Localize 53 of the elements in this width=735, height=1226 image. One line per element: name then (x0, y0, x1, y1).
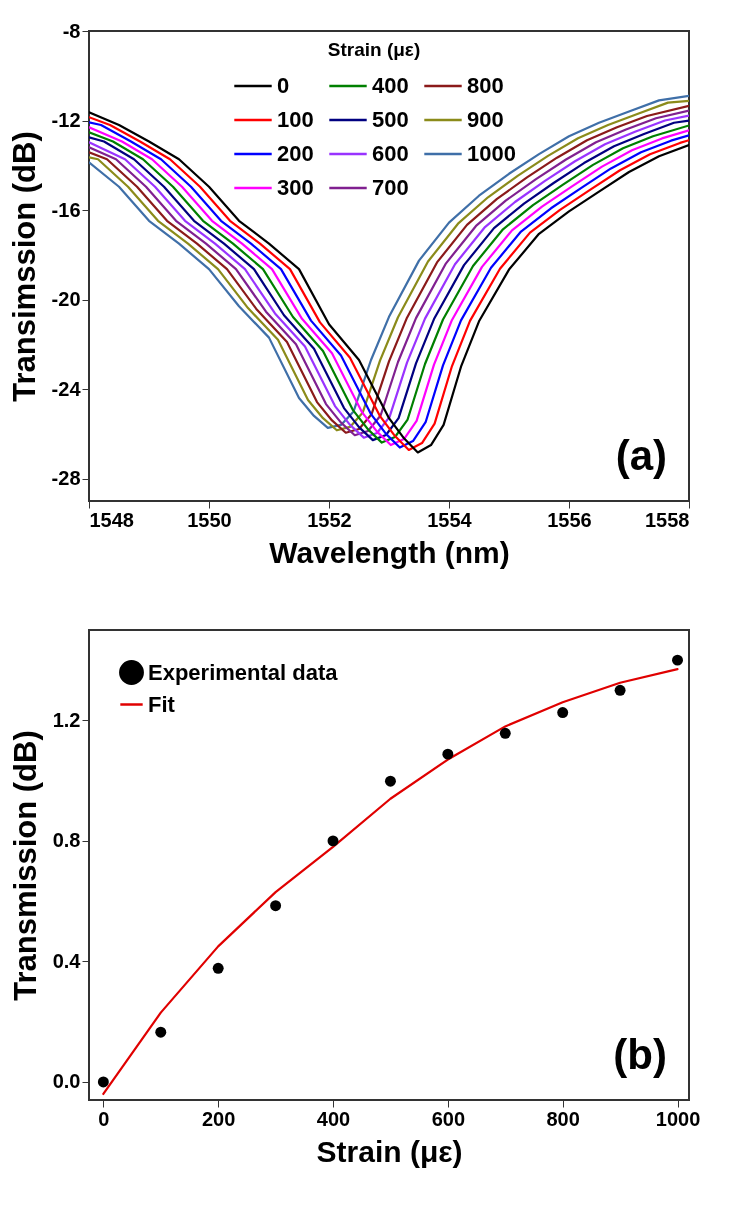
point (155, 1026, 167, 1038)
legend-label: 700 (372, 175, 409, 200)
y-tick-label: -24 (51, 377, 82, 400)
legend-label: 400 (372, 73, 409, 98)
point (384, 775, 396, 787)
y-tick-label: -20 (51, 288, 81, 311)
legend-label: 900 (467, 107, 504, 132)
point (442, 748, 454, 760)
x-axis-title: Wavelength (nm) (269, 535, 510, 569)
point (212, 962, 224, 974)
y-tick-label: -12 (51, 109, 81, 132)
x-tick-label: 1550 (187, 508, 232, 531)
y-tick-label: 0.4 (52, 949, 82, 972)
x-tick-label: 1000 (655, 1107, 701, 1130)
y-tick-label: 0.8 (52, 829, 81, 852)
x-tick-label: 1554 (427, 508, 473, 531)
x-tick-label: 800 (546, 1107, 580, 1130)
point (614, 684, 626, 696)
y-tick-label: -16 (51, 198, 81, 221)
y-tick-label: 1.2 (52, 708, 81, 731)
legend-label: 800 (467, 73, 504, 98)
point (672, 654, 683, 666)
y-tick-label: -28 (51, 467, 81, 490)
annotation: (b) (613, 1031, 667, 1078)
x-tick-label: 1548 (89, 508, 134, 531)
x-tick-label: 400 (316, 1107, 351, 1130)
annotation: (a) (615, 432, 667, 479)
y-tick-label: -8 (62, 19, 81, 42)
x-tick-label: 200 (202, 1107, 236, 1130)
x-tick-label: 1552 (307, 508, 352, 531)
legend-title: Strain (με) (327, 39, 421, 60)
y-axis-title: Transimssion (dB) (6, 131, 42, 402)
legend-label: Fit (148, 691, 176, 717)
y-tick-label: 0.0 (52, 1070, 81, 1093)
y-axis-title: Transmission (dB) (7, 730, 43, 1001)
point (97, 1076, 109, 1088)
x-tick-label: 0 (98, 1107, 110, 1130)
legend-label: 1000 (467, 141, 516, 166)
legend-label: 0 (277, 73, 290, 98)
legend-label: 100 (277, 107, 314, 132)
point (270, 900, 282, 912)
point (557, 707, 569, 719)
legend-label: Experimental data (148, 659, 339, 685)
x-tick-label: 600 (431, 1107, 466, 1130)
point (327, 835, 339, 847)
point (499, 727, 511, 739)
x-axis-title: Strain (με) (316, 1134, 463, 1168)
x-tick-label: 1556 (547, 508, 592, 531)
legend-label: 200 (277, 141, 314, 166)
legend-label: 600 (372, 141, 409, 166)
legend-label: 300 (277, 175, 314, 200)
legend-label: 500 (372, 107, 409, 132)
x-tick-label: 1558 (645, 508, 690, 531)
